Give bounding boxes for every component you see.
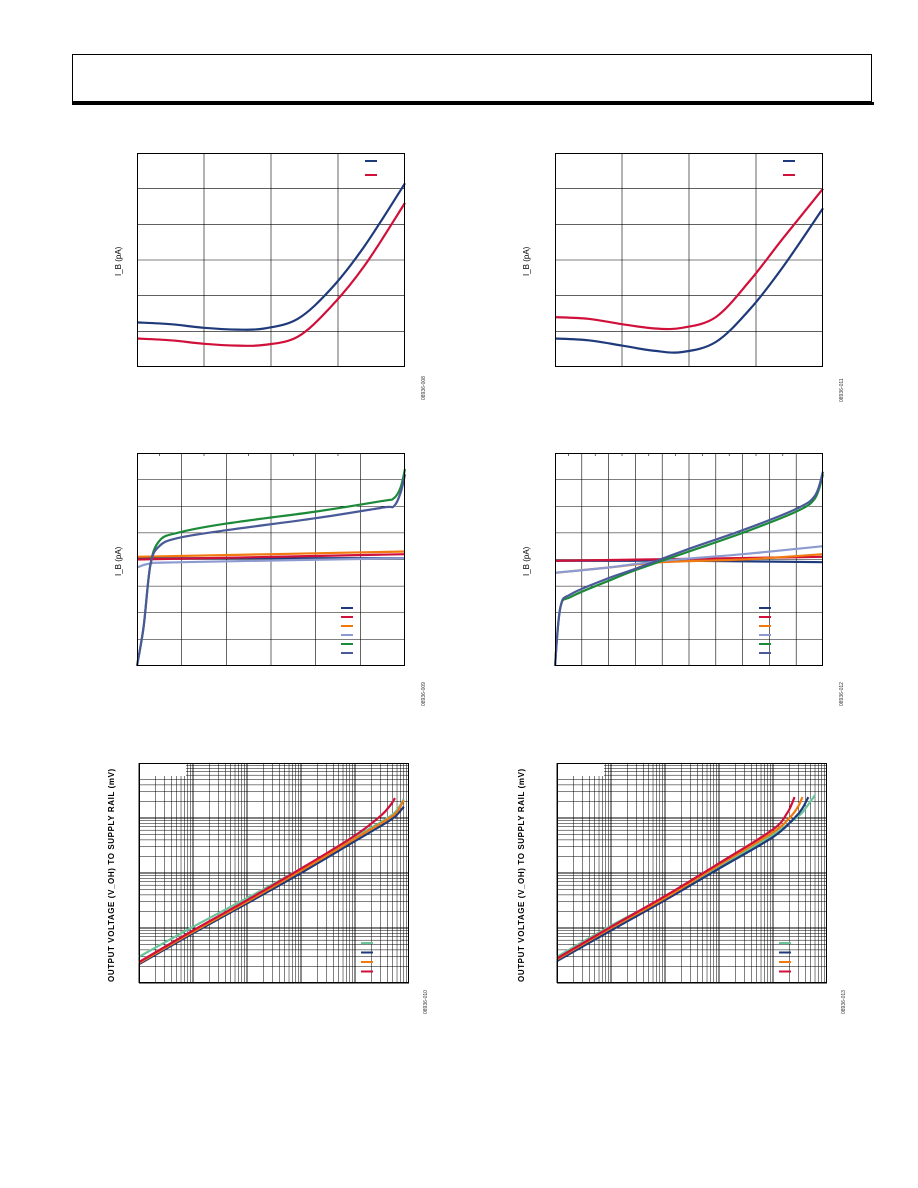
- plot-frame: [555, 153, 823, 367]
- legend: [365, 160, 377, 176]
- figure-code: 08936-013: [841, 990, 847, 1014]
- series-line-red: [138, 797, 396, 964]
- figure-mid-right: [553, 453, 825, 667]
- legend: [783, 160, 795, 176]
- chart-svg: [553, 453, 825, 667]
- figure-mid-left: [135, 453, 407, 667]
- y-axis-label: I_B (pA): [522, 546, 531, 576]
- chart-svg: [135, 453, 407, 667]
- grid: [138, 763, 409, 984]
- figure-code: 08936-011: [839, 378, 845, 402]
- plot-frame: [555, 453, 823, 666]
- plot-frame: [137, 453, 405, 666]
- grid: [555, 153, 823, 367]
- figure-code: 08936-009: [421, 682, 427, 706]
- series-line-navy: [138, 806, 405, 966]
- grid: [137, 153, 405, 367]
- chart-svg: [554, 153, 824, 367]
- grid: [556, 763, 827, 984]
- chart-svg: [556, 763, 827, 984]
- series-line-navy: [554, 207, 824, 354]
- series-line-red: [556, 796, 796, 960]
- plot-frame: [137, 153, 405, 367]
- series-line-lavender: [136, 557, 406, 569]
- legend-box: [558, 764, 604, 776]
- series-line-red: [136, 553, 406, 561]
- series-line-orange: [138, 799, 405, 965]
- series-line-slate: [553, 471, 825, 667]
- y-axis-label: OUTPUT VOLTAGE (V_OH) TO SUPPLY RAIL (mV…: [107, 768, 116, 982]
- legend: [341, 607, 353, 654]
- header-rule: [72, 102, 874, 105]
- legend: [759, 607, 771, 654]
- y-axis-label: I_B (pA): [114, 546, 123, 576]
- figure-top-right: [554, 153, 824, 367]
- y-axis-label: I_B (pA): [522, 246, 531, 276]
- y-axis-label: I_B (pA): [114, 246, 123, 276]
- chart-svg: [136, 153, 406, 367]
- series-line-red: [136, 202, 406, 347]
- figure-code: 08936-012: [839, 682, 845, 706]
- figure-bottom-left: [138, 763, 409, 984]
- page-header-box: [72, 54, 872, 102]
- figure-bottom-right: [556, 763, 827, 984]
- series-line-slate: [135, 474, 407, 667]
- series-line-orange: [136, 550, 406, 558]
- series-line-navy: [556, 796, 810, 963]
- plot-frame: [557, 763, 827, 983]
- series-line-mint: [556, 794, 816, 958]
- plot-frame: [139, 763, 409, 983]
- legend: [779, 942, 791, 973]
- series-line-red: [554, 188, 824, 331]
- legend-box: [140, 764, 186, 776]
- figure-top-left: [136, 153, 406, 367]
- y-axis-label: OUTPUT VOLTAGE (V_OH) TO SUPPLY RAIL (mV…: [517, 768, 526, 982]
- series-line-navy: [136, 182, 406, 331]
- chart-svg: [138, 763, 409, 984]
- legend: [361, 942, 373, 973]
- figure-code: 08936-010: [423, 990, 429, 1014]
- figure-code: 08936-008: [421, 376, 427, 400]
